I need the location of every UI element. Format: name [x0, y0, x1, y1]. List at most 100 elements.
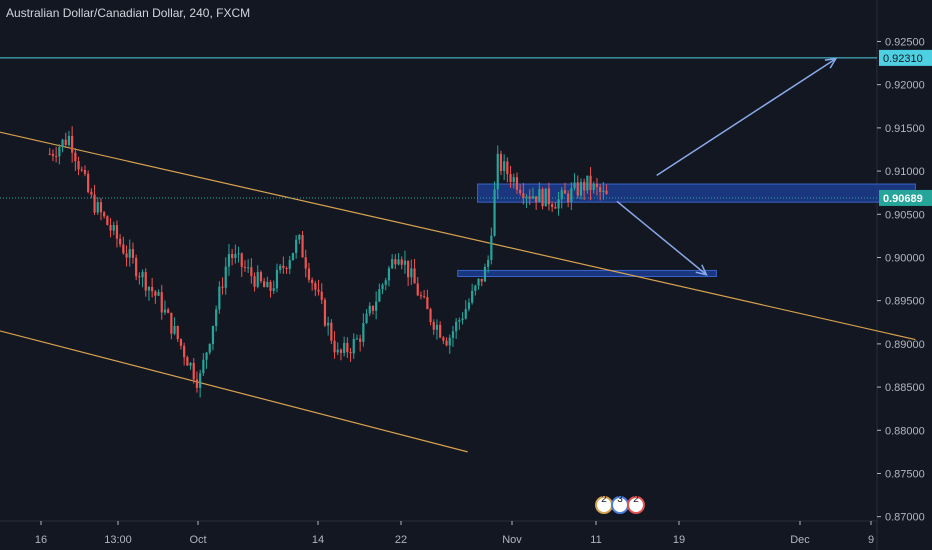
- candle-body: [589, 175, 592, 191]
- candle-body: [560, 190, 563, 200]
- y-tick-label: 0.92500: [885, 36, 925, 48]
- y-tick-label: 0.91500: [885, 123, 925, 135]
- candle-body: [407, 260, 410, 278]
- candle-body: [599, 187, 602, 193]
- candle-body: [359, 338, 362, 342]
- candle-body: [291, 253, 295, 261]
- candle-body: [256, 272, 259, 287]
- candle-body: [122, 244, 125, 254]
- candle-body: [490, 235, 493, 260]
- candle-body: [602, 190, 605, 193]
- candle-body: [429, 309, 432, 322]
- candle-body: [247, 267, 250, 269]
- candle-body: [71, 135, 74, 153]
- trend-line[interactable]: [0, 330, 468, 453]
- candle-body: [208, 344, 211, 353]
- candle-body: [371, 305, 375, 311]
- candle-body: [67, 135, 71, 145]
- candle-body: [512, 177, 515, 182]
- x-tick-label: 22: [395, 534, 407, 546]
- x-tick-label: 19: [673, 534, 685, 546]
- candle-body: [320, 291, 323, 300]
- candle-body: [227, 254, 231, 267]
- candle-body: [365, 313, 368, 323]
- candle-body: [90, 191, 93, 195]
- candle-body: [432, 321, 435, 330]
- candle-body: [301, 235, 304, 258]
- y-tick-label: 0.91000: [885, 166, 925, 178]
- candle-body: [576, 182, 579, 196]
- y-tick-label: 0.89500: [885, 296, 925, 308]
- projection-arrow-line[interactable]: [656, 58, 837, 177]
- candle-body: [64, 139, 67, 145]
- support-resistance-zone[interactable]: [457, 269, 717, 277]
- candle-body: [570, 188, 573, 203]
- candle-body: [173, 326, 176, 334]
- candle-body: [109, 224, 112, 231]
- candle-body: [51, 153, 55, 156]
- candle-body: [592, 183, 595, 191]
- candle-body: [179, 339, 183, 346]
- candle-body: [183, 345, 186, 358]
- candle-body: [567, 193, 570, 203]
- candle-body: [250, 267, 253, 277]
- candle-body: [503, 161, 506, 172]
- candle-body: [381, 284, 384, 290]
- candle-body: [317, 289, 320, 292]
- y-tick-label: 0.88000: [885, 425, 925, 437]
- candle-body: [458, 320, 461, 322]
- candle-body: [509, 174, 512, 182]
- candle-body: [167, 309, 170, 313]
- projection-arrow-line[interactable]: [616, 200, 707, 276]
- candle-body: [487, 259, 490, 267]
- candle-body: [522, 193, 525, 199]
- candle-body: [83, 170, 87, 174]
- candle-body: [202, 359, 205, 374]
- candle-body: [211, 325, 215, 345]
- trend-line[interactable]: [0, 131, 916, 341]
- candle-body: [387, 268, 391, 281]
- x-tick-label: 11: [590, 534, 601, 546]
- candle-body: [419, 295, 423, 297]
- candle-body: [547, 188, 551, 205]
- candle-body: [215, 309, 218, 326]
- candle-body: [231, 254, 234, 258]
- candle-body: [186, 357, 189, 366]
- candle-body: [163, 309, 167, 313]
- candle-body: [314, 283, 317, 290]
- chart-title: Australian Dollar/Canadian Dollar, 240, …: [6, 6, 251, 20]
- candle-body: [147, 286, 151, 291]
- candle-body: [563, 190, 567, 194]
- candle-body: [461, 318, 464, 321]
- candle-body: [80, 169, 83, 171]
- candle-body: [531, 196, 535, 199]
- candle-body: [323, 299, 327, 326]
- candle-body: [115, 225, 119, 239]
- candle-body: [58, 147, 61, 157]
- candle-body: [477, 278, 480, 286]
- candle-body: [125, 253, 128, 258]
- candle-body: [423, 296, 426, 298]
- current-price-tag: [879, 189, 932, 206]
- candle-body: [311, 279, 314, 284]
- y-tick-label: 0.92000: [885, 80, 925, 92]
- candle-body: [170, 312, 173, 334]
- x-tick-label: 14: [312, 534, 324, 546]
- candle-body: [605, 190, 608, 195]
- candle-body: [48, 153, 51, 155]
- candle-body: [189, 362, 192, 366]
- candle-body: [307, 268, 311, 280]
- candle-body: [138, 276, 141, 278]
- candle-body: [528, 196, 531, 199]
- candle-body: [544, 188, 547, 207]
- candle-body: [343, 342, 346, 353]
- candle-body: [77, 161, 80, 170]
- candle-body: [119, 238, 122, 245]
- y-tick-label: 0.88500: [885, 382, 925, 394]
- candle-body: [346, 342, 349, 353]
- candle-body: [275, 269, 279, 289]
- candle-body: [439, 324, 442, 338]
- candle-body: [128, 249, 131, 258]
- event-badge[interactable]: [627, 496, 645, 514]
